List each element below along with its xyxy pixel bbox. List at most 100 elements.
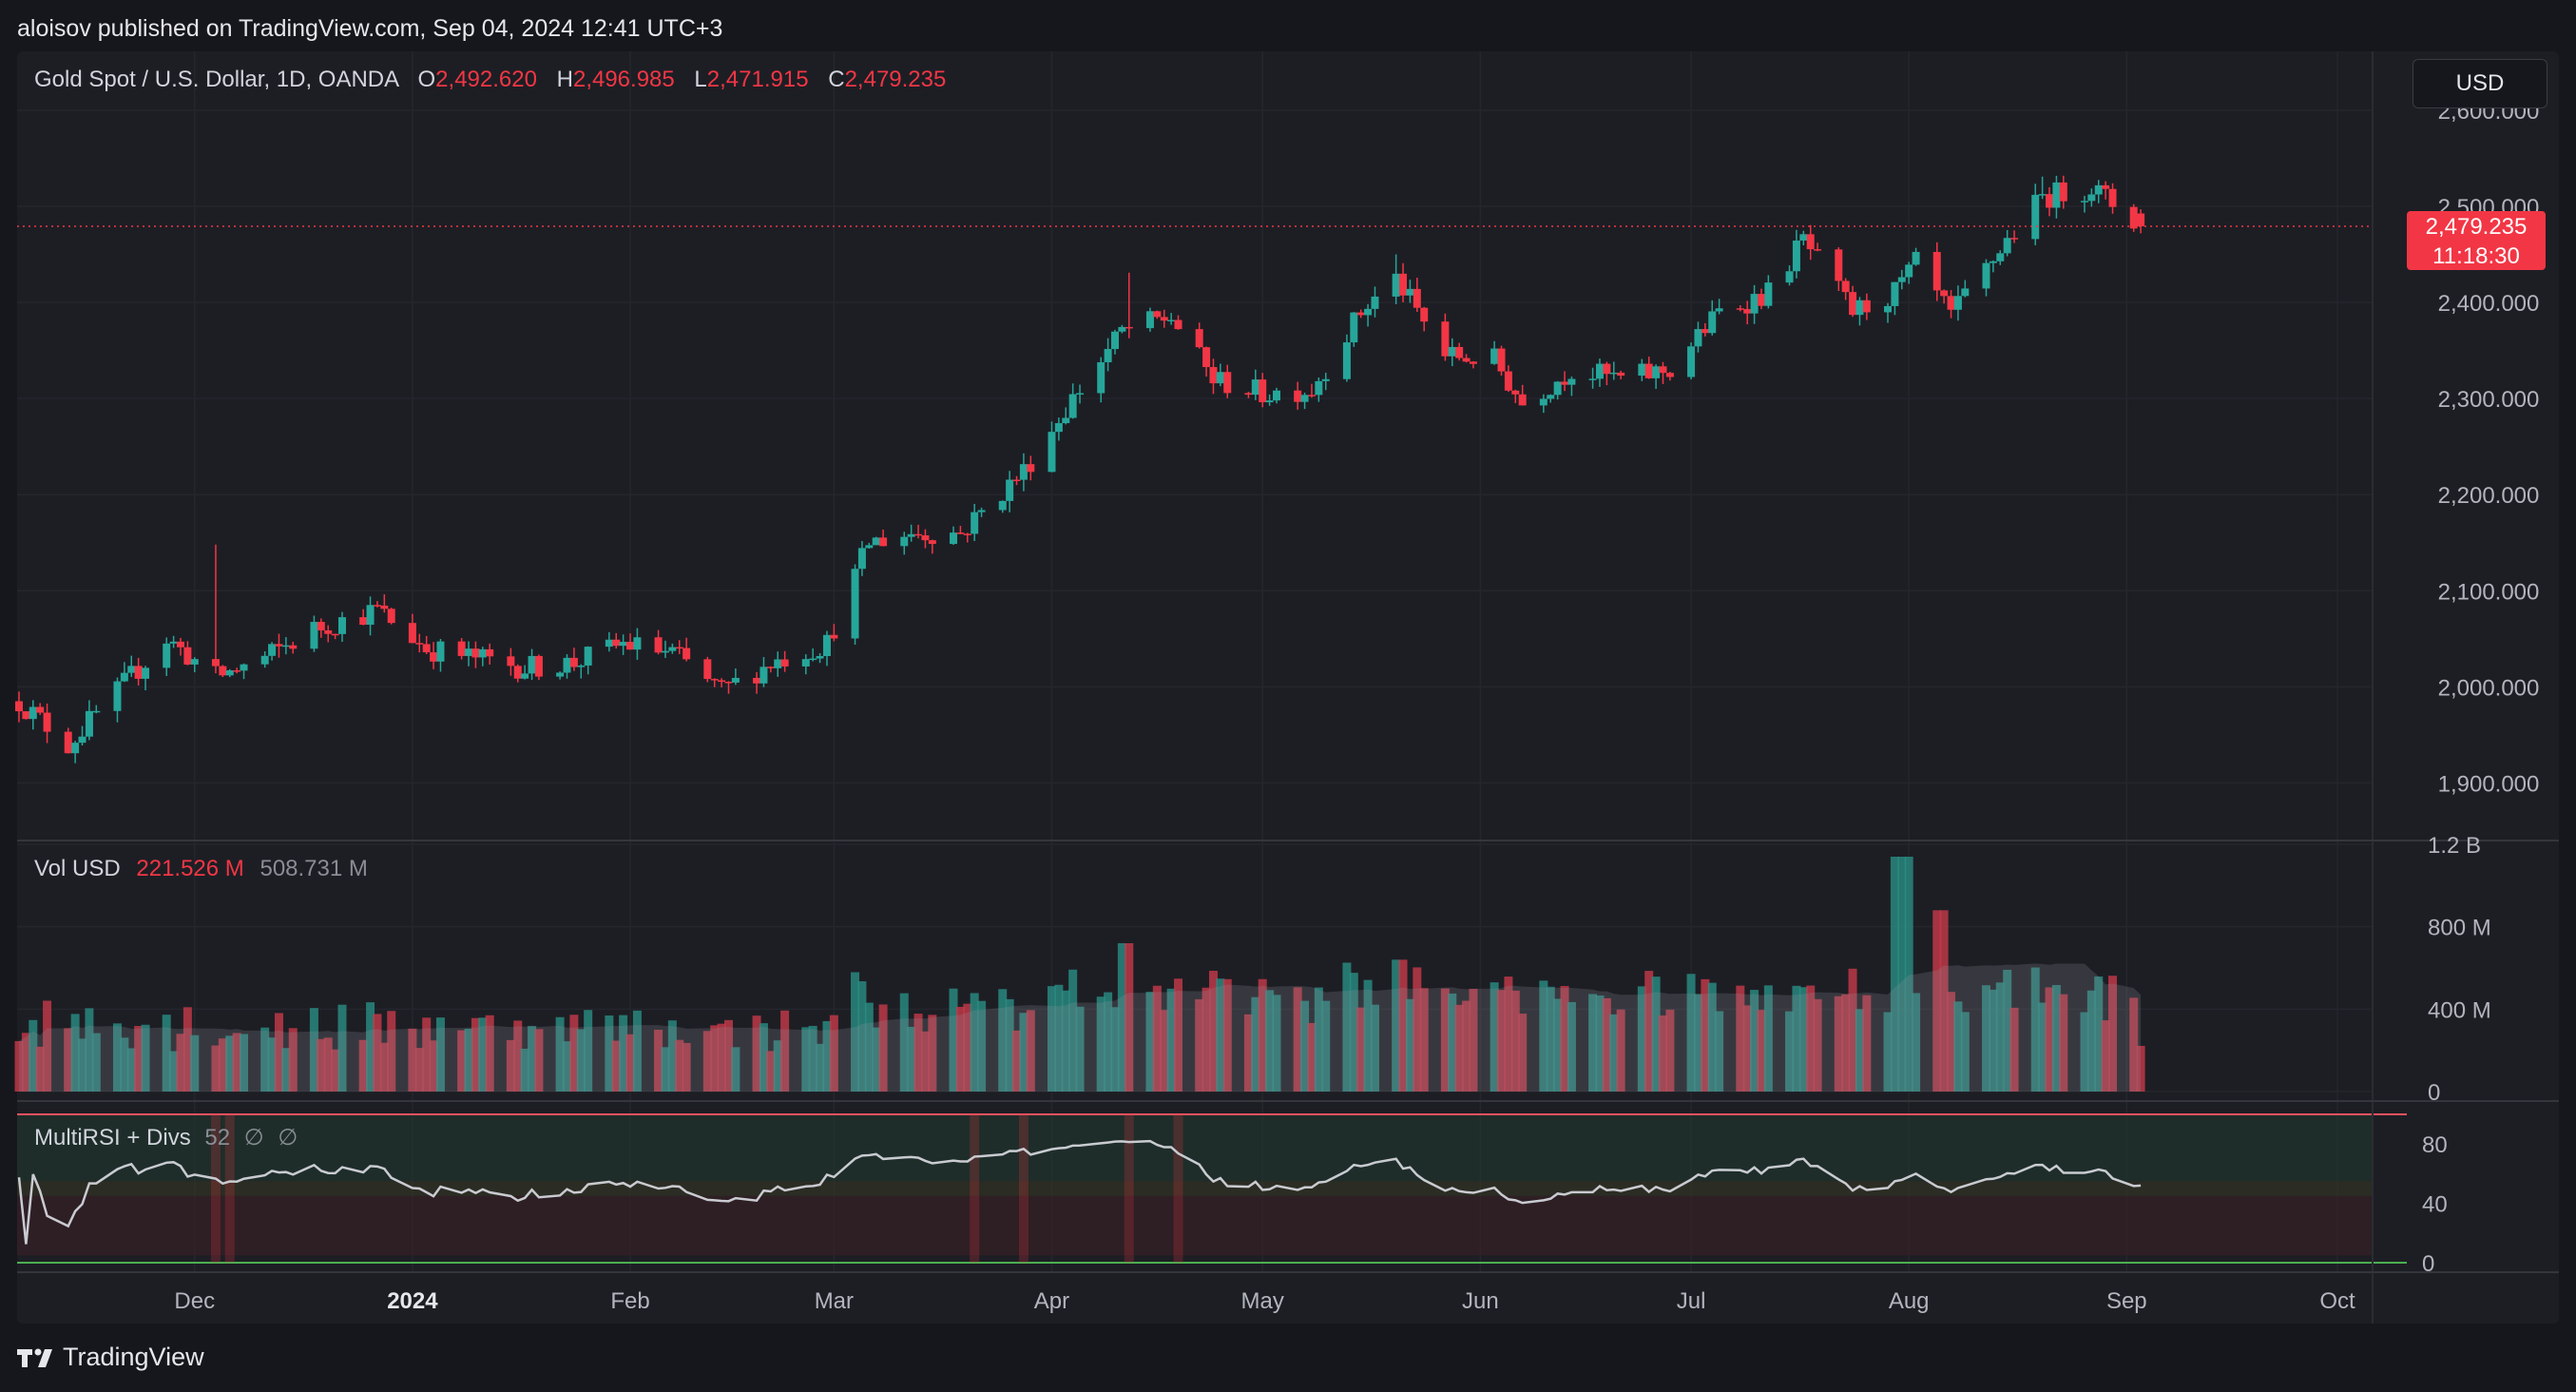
volume-bar bbox=[1392, 959, 1401, 1092]
candle-body bbox=[1561, 381, 1569, 385]
candle-body bbox=[1750, 294, 1759, 314]
candle-body bbox=[359, 617, 368, 626]
currency-button[interactable]: USD bbox=[2413, 59, 2547, 108]
candle-body bbox=[22, 711, 30, 720]
candle-body bbox=[830, 634, 838, 639]
volume-bar bbox=[1265, 990, 1275, 1092]
candle-body bbox=[1932, 251, 1941, 291]
x-tick-label: Dec bbox=[174, 1288, 215, 1314]
candle-body bbox=[1145, 311, 1154, 329]
candle-body bbox=[337, 617, 346, 634]
volume-bar bbox=[1567, 1001, 1576, 1092]
candle-body bbox=[1891, 281, 1899, 306]
footer-brand[interactable]: TradingView bbox=[17, 1343, 204, 1372]
candle-body bbox=[703, 659, 712, 680]
candle-body bbox=[654, 637, 663, 653]
volume-bar bbox=[309, 1008, 318, 1092]
candle-body bbox=[879, 537, 888, 547]
candle-body bbox=[1118, 326, 1126, 332]
volume-bar bbox=[457, 1030, 467, 1092]
symbol-name[interactable]: Gold Spot / U.S. Dollar, 1D, OANDA bbox=[34, 67, 398, 92]
low-value: 2,471.915 bbox=[706, 67, 809, 92]
volume-bar bbox=[1742, 1005, 1752, 1092]
candle-body bbox=[64, 731, 72, 754]
candle-body bbox=[43, 712, 51, 732]
volume-bar bbox=[1693, 994, 1702, 1092]
candle-body bbox=[233, 670, 241, 672]
volume-bar bbox=[1490, 982, 1499, 1092]
candle-body bbox=[1076, 393, 1085, 396]
candle-body bbox=[950, 532, 958, 545]
candle-body bbox=[780, 659, 789, 667]
volume-bar bbox=[1651, 976, 1661, 1092]
candle-body bbox=[1097, 362, 1105, 394]
volume-tick-label: 0 bbox=[2428, 1080, 2440, 1106]
candle-body bbox=[963, 533, 971, 535]
candle-body bbox=[682, 648, 691, 660]
candle-body bbox=[1553, 381, 1562, 396]
volume-bar bbox=[2051, 984, 2061, 1092]
candle-body bbox=[1799, 234, 1808, 242]
rsi-line bbox=[17, 1139, 2142, 1245]
candle-body bbox=[1125, 326, 1133, 329]
volume-bar bbox=[1012, 1030, 1022, 1092]
volume-bar bbox=[414, 1048, 424, 1092]
rsi-divergence-symbol-1: ∅ bbox=[243, 1125, 264, 1150]
volume-bar bbox=[1272, 995, 1281, 1092]
volume-value: 221.526 M bbox=[136, 856, 244, 881]
candle-body bbox=[1392, 273, 1400, 297]
volume-bar bbox=[2003, 969, 2012, 1092]
bar-countdown: 11:18:30 bbox=[2432, 243, 2520, 269]
candle-body bbox=[486, 648, 494, 657]
candle-body bbox=[1223, 372, 1232, 394]
candle-body bbox=[78, 736, 87, 744]
volume-bar bbox=[907, 1026, 916, 1092]
candle-body bbox=[1989, 261, 1997, 263]
candle-body bbox=[268, 644, 277, 656]
candle-body bbox=[1455, 346, 1464, 358]
rsi-value: 52 bbox=[204, 1125, 231, 1150]
candle-body bbox=[1961, 288, 1970, 297]
volume-bar bbox=[1659, 1015, 1668, 1092]
volume-bar bbox=[1995, 982, 2005, 1092]
candle-body bbox=[584, 647, 592, 666]
candle-body bbox=[1413, 288, 1421, 308]
candle-body bbox=[1490, 348, 1499, 364]
volume-bar bbox=[331, 1049, 340, 1092]
candle-body bbox=[1160, 317, 1168, 321]
volume-bar bbox=[1981, 985, 1990, 1092]
volume-bar bbox=[1110, 1007, 1120, 1092]
rsi-bearish-zone bbox=[17, 1195, 2373, 1256]
candle-body bbox=[914, 533, 923, 536]
volume-bar bbox=[2080, 1012, 2089, 1092]
candle-body bbox=[809, 658, 817, 661]
volume-bar bbox=[1644, 971, 1654, 1092]
rsi-label[interactable]: MultiRSI + Divs bbox=[34, 1125, 191, 1150]
candle-body bbox=[1595, 363, 1604, 379]
volume-bar bbox=[1096, 996, 1105, 1092]
volume-bar bbox=[1061, 990, 1070, 1092]
volume-bar bbox=[1054, 984, 1064, 1092]
candle-body bbox=[605, 639, 613, 648]
candle-body bbox=[465, 648, 473, 656]
candle-body bbox=[422, 644, 431, 653]
candle-body bbox=[1244, 393, 1253, 396]
candle-body bbox=[1251, 379, 1259, 396]
candle-body bbox=[956, 532, 965, 534]
candle-body bbox=[163, 643, 171, 668]
volume-bar bbox=[949, 988, 958, 1092]
volume-bar bbox=[1342, 962, 1352, 1092]
volume-bar bbox=[2136, 1046, 2145, 1092]
volume-bar bbox=[2030, 967, 2040, 1092]
volume-label[interactable]: Vol USD bbox=[34, 856, 121, 881]
volume-bar bbox=[1026, 1010, 1035, 1092]
candle-body bbox=[1996, 253, 2005, 261]
volume-bar bbox=[1208, 970, 1218, 1092]
volume-tick-label: 800 M bbox=[2428, 916, 2491, 941]
volume-bar bbox=[190, 1034, 200, 1092]
volume-bar bbox=[605, 1015, 614, 1092]
candle-body bbox=[1209, 367, 1218, 384]
candle-body bbox=[183, 647, 192, 665]
candle-body bbox=[1104, 349, 1112, 363]
